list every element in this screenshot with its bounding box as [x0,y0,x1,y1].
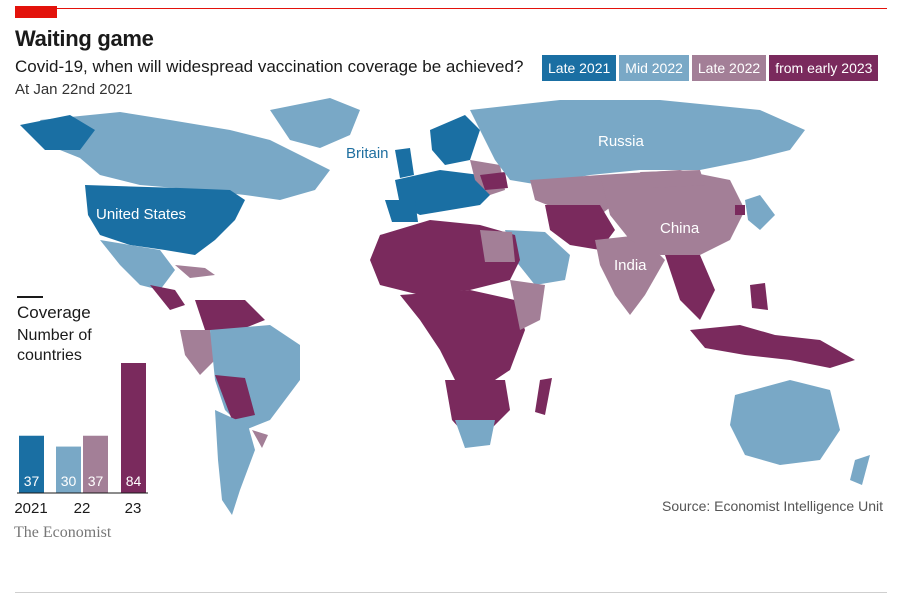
bar-from-early-2023 [121,363,146,493]
label-india: India [614,257,647,274]
source-note: Source: Economist Intelligence Unit [662,498,883,514]
region-new-zealand [850,455,870,485]
x-tick-label: 22 [74,500,91,517]
region-china [600,170,745,255]
region-south-america-west [180,330,215,375]
legend: Late 2021 Mid 2022 Late 2022 from early … [542,55,879,81]
label-united-states: United States [96,206,186,223]
region-argentina-chile [215,410,255,515]
region-central-africa [400,290,525,390]
legend-late-2021: Late 2021 [542,55,617,81]
region-australia [730,380,840,465]
chart-subtitle: Covid-19, when will widespread vaccinati… [15,57,524,76]
coverage-title: Coverage [17,303,91,322]
region-madagascar [535,378,552,415]
bar-value-label: 84 [126,473,142,489]
coverage-rule [17,296,43,298]
region-central-america [150,285,185,310]
region-north-korea [735,205,745,215]
chart-title: Waiting game [15,26,154,51]
region-iberia [385,200,418,222]
region-india [595,235,665,315]
region-scandinavia [430,115,480,165]
bar-late-2021 [19,435,44,493]
region-alaska [20,115,95,150]
legend-mid-2022: Mid 2022 [619,55,689,81]
region-western-europe [395,170,495,215]
region-middle-east [505,230,570,285]
region-egypt [480,230,515,262]
region-russia [470,100,805,185]
region-venezuela-colombia [195,300,265,330]
top-rule [15,8,887,9]
region-southeast-asia [665,255,715,320]
region-iran-pakistan [545,205,615,250]
label-russia: Russia [598,133,645,150]
bar-value-label: 30 [61,473,77,489]
bottom-rule [15,592,887,593]
bar-value-label: 37 [24,473,40,489]
chart-date: At Jan 22nd 2021 [15,81,133,98]
label-britain: Britain [346,145,389,162]
bar-mid-2022 [56,446,81,493]
legend-early-2023: from early 2023 [769,55,879,81]
region-bolivia-paraguay [215,375,255,420]
bar-value-label: 37 [88,473,104,489]
region-uruguay [252,430,268,448]
coverage-subtitle: Number of countries [17,327,92,364]
legend-late-2022: Late 2022 [691,55,767,81]
region-south-africa [455,420,495,448]
region-caribbean [175,265,215,278]
region-east-africa [510,280,545,330]
region-greenland [270,98,360,148]
region-philippines [750,283,768,310]
brand-logo: The Economist [14,524,112,541]
region-indonesia [690,325,855,368]
region-united-states [85,185,245,255]
region-mongolia [640,170,705,188]
label-china: China [660,220,700,237]
x-tick-label: 23 [125,500,142,517]
region-mexico [100,240,175,290]
region-ukraine [480,172,508,190]
region-korea-japan [745,195,775,230]
bar-late-2022 [83,435,108,493]
region-canada-alaska [40,112,330,200]
red-tab [15,6,57,18]
x-tick-label: 2021 [14,500,47,517]
region-britain [395,148,414,178]
